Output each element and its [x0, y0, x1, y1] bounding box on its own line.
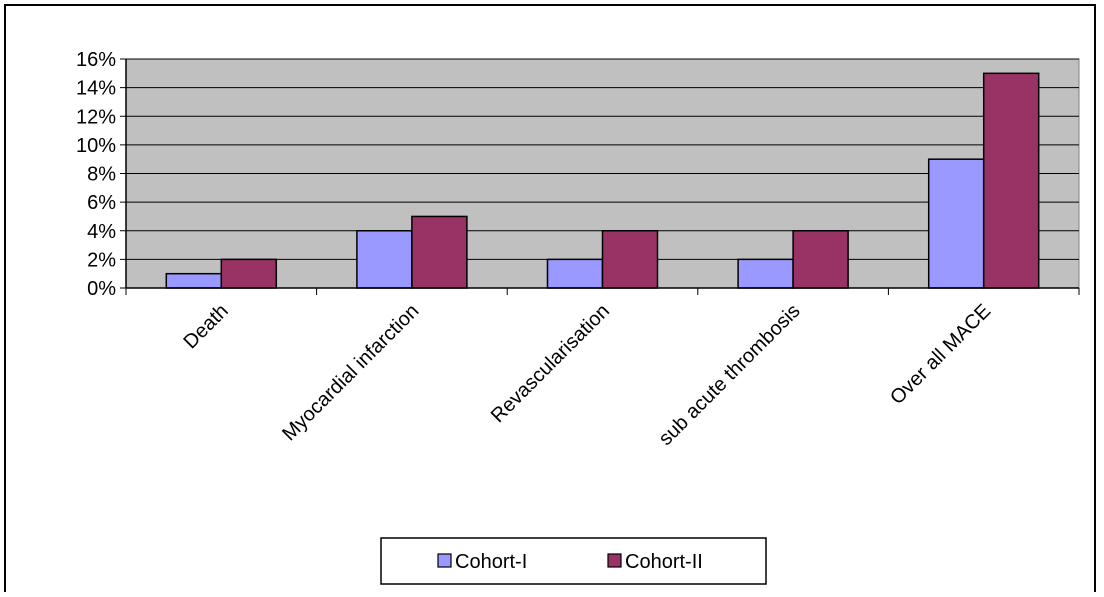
y-tick-label: 14% — [76, 78, 116, 100]
bar-cohort-i-over-all-mace — [927, 158, 985, 289]
legend-label-cohort-i: Cohort-I — [455, 551, 527, 573]
legend-swatch-cohort-i — [437, 553, 452, 568]
bar-cohort-i-sub-acute-thrombosis — [737, 258, 794, 289]
x-tick-labels: Death Myocardial infarction Revascularisat… — [180, 300, 996, 450]
x-tick-label: Revascularisation — [487, 300, 614, 427]
legend-label-cohort-ii: Cohort-II — [625, 551, 703, 573]
legend-swatch-cohort-ii — [607, 553, 622, 568]
bar-cohort-i-revascularisation — [546, 258, 604, 289]
y-tick-label: 2% — [87, 249, 116, 271]
bar-cohort-i-death — [165, 272, 223, 289]
bar-cohort-i-myocardial-infarction — [356, 230, 413, 289]
bar-cohort-ii-sub-acute-thrombosis — [792, 230, 849, 289]
chart-frame — [4, 4, 1096, 592]
bar-cohort-ii-myocardial-infarction — [411, 215, 468, 289]
y-tick-label: 16% — [76, 49, 116, 71]
y-tick-label: 0% — [87, 278, 116, 300]
bar-cohort-ii-revascularisation — [601, 230, 659, 289]
y-tick-label: 4% — [87, 221, 116, 243]
y-tick-label: 6% — [87, 192, 116, 214]
x-tick-label: Death — [180, 300, 233, 353]
y-tick-label: 12% — [76, 106, 116, 128]
x-tick-label: Myocardial infarction — [278, 300, 423, 445]
bar-cohort-ii-over-all-mace — [982, 72, 1040, 289]
y-tick-label: 8% — [87, 164, 116, 186]
x-tick-label: sub acute thrombosis — [655, 300, 805, 450]
x-tick-label: Over all MACE — [886, 300, 995, 409]
bars — [165, 72, 1040, 289]
axes — [120, 58, 1080, 295]
legend: Cohort-I Cohort-II — [380, 537, 767, 585]
bar-cohort-ii-death — [220, 258, 278, 289]
y-tick-label: 10% — [76, 135, 116, 157]
y-tick-labels: 0% 2% 4% 6% 8% 10% 12% 14% 16% — [76, 49, 116, 300]
